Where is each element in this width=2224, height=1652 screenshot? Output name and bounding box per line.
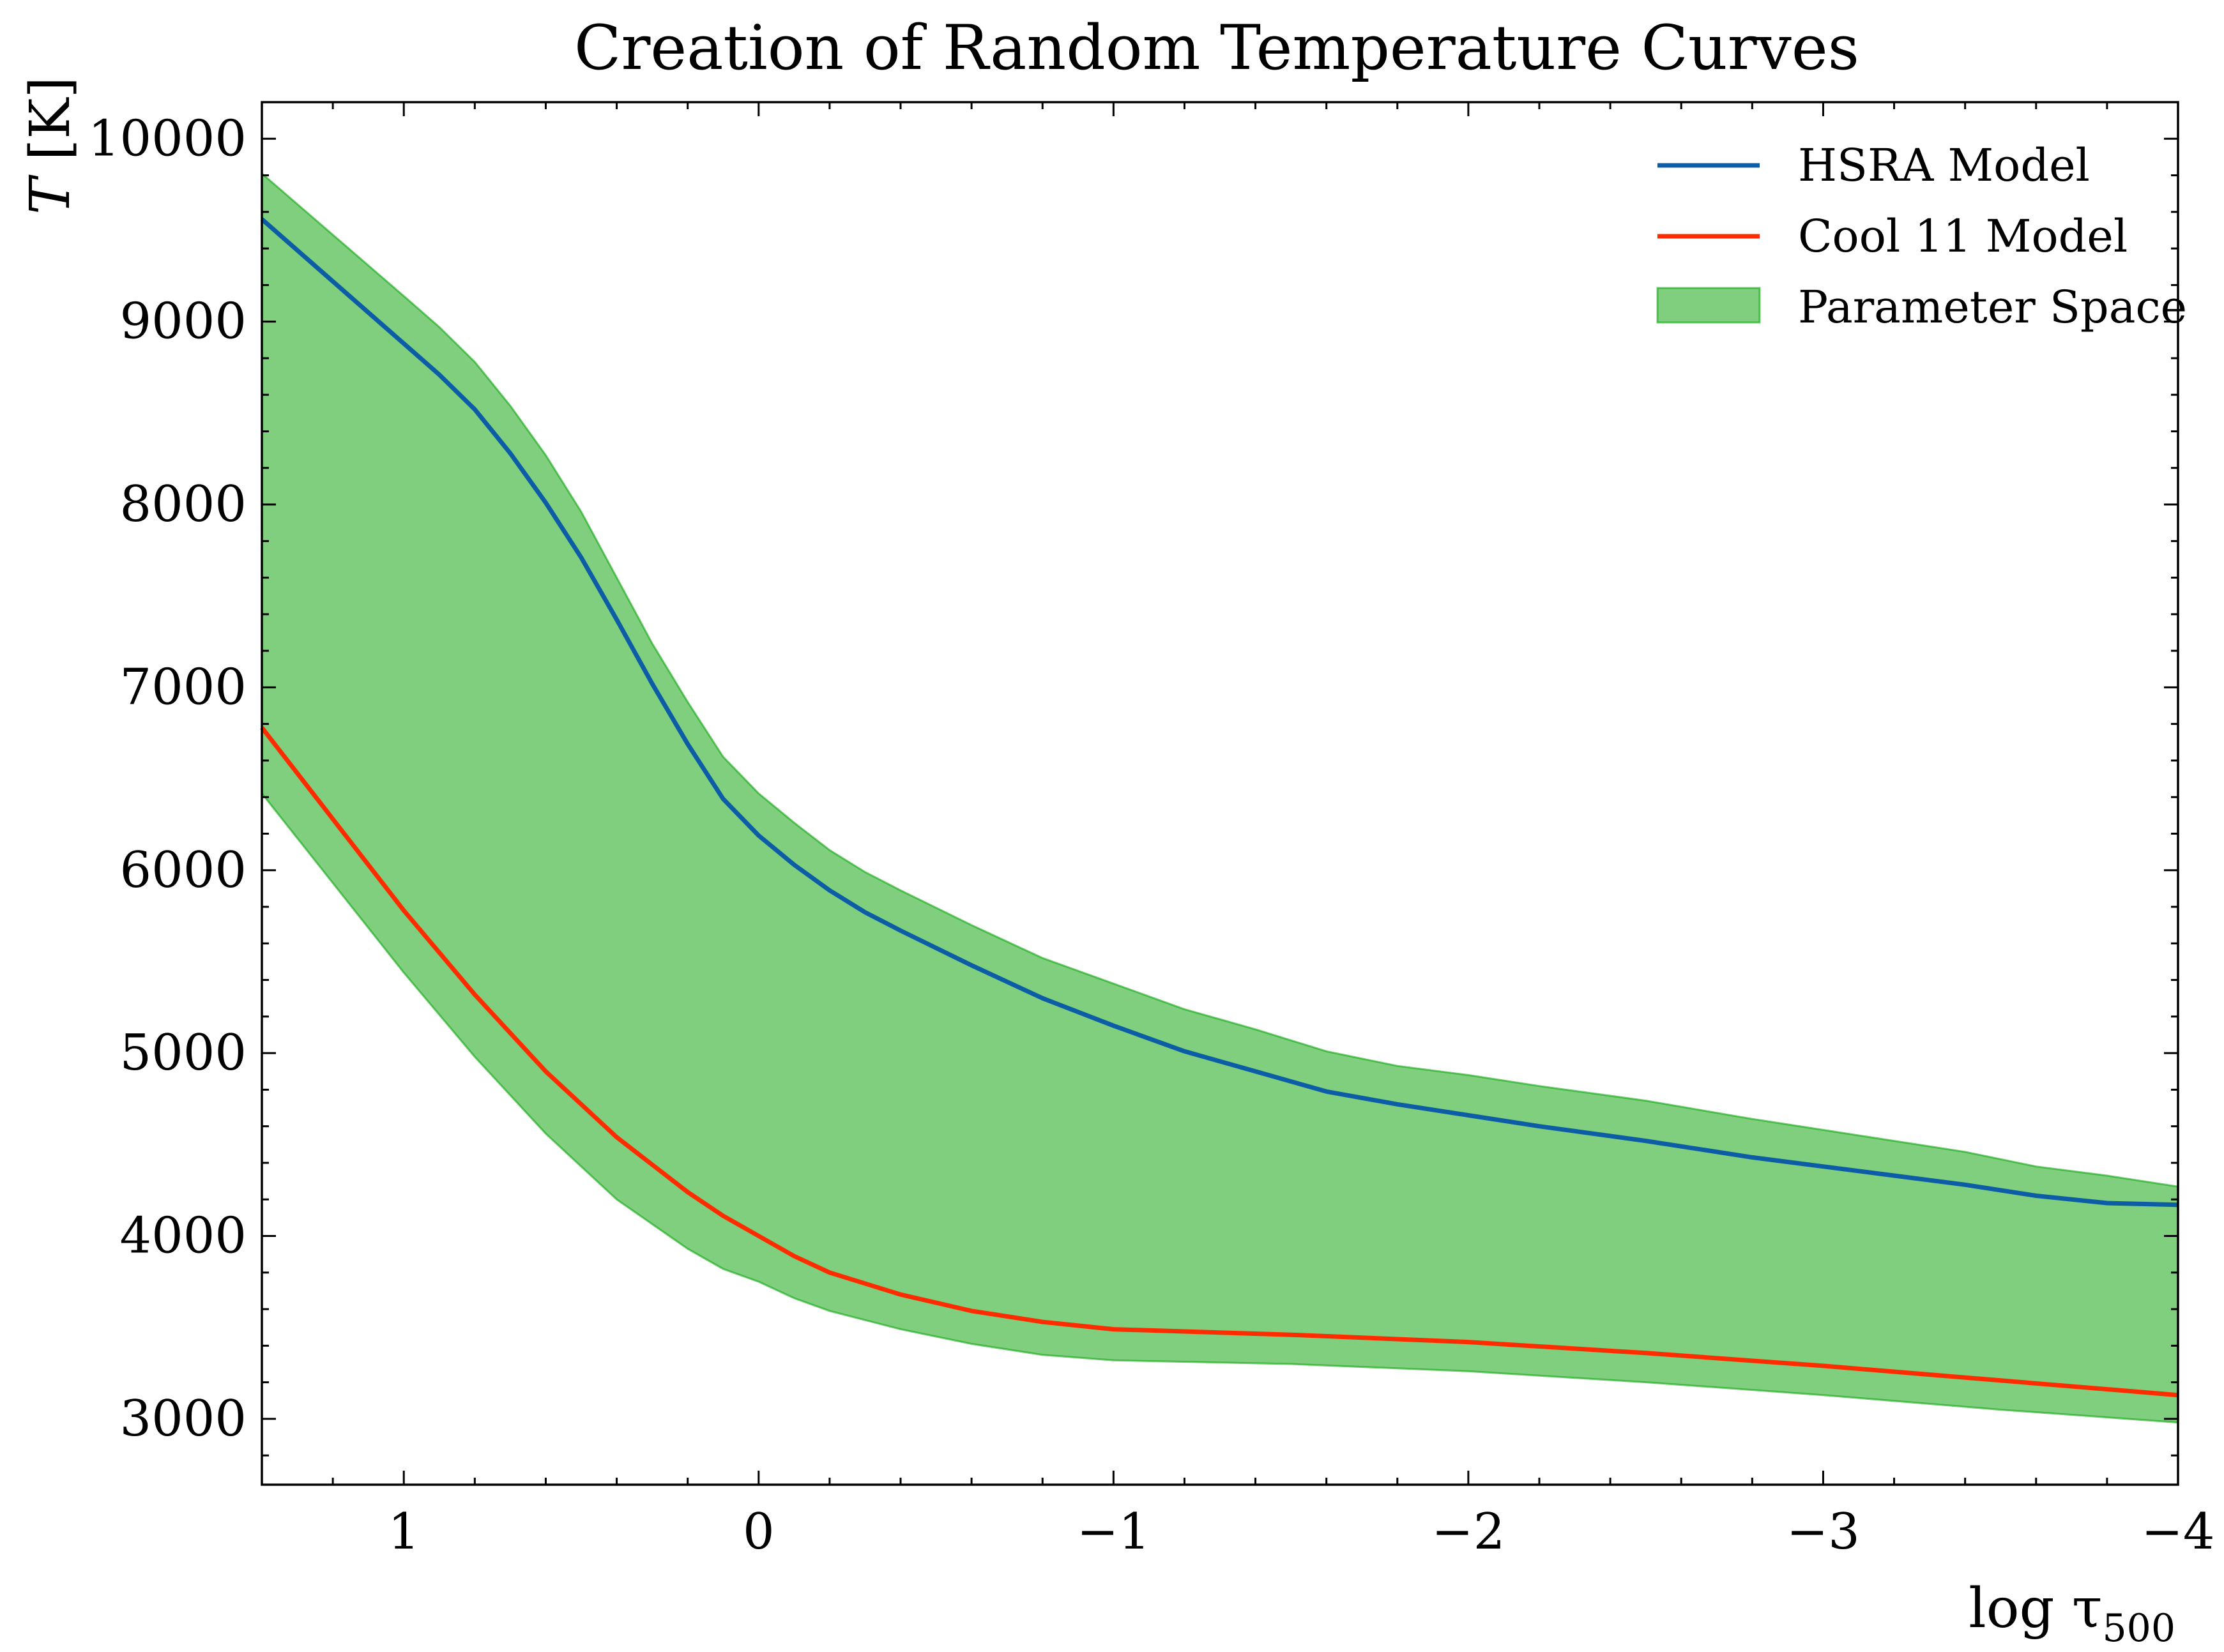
x-tick-label: −4 bbox=[2142, 1503, 2215, 1561]
y-tick-label: 8000 bbox=[119, 476, 247, 533]
x-tick-label: 0 bbox=[743, 1503, 775, 1561]
hsra-model-line bbox=[260, 217, 2179, 1208]
y-tick-label: 10000 bbox=[88, 110, 247, 167]
y-tick-label: 4000 bbox=[119, 1208, 247, 1265]
tick-labels-layer: 1 0 −1 −2 −3 −4 3000 4000 5000 6000 7000 8000 9000 10… bbox=[88, 110, 2215, 1561]
x-tick-label: −2 bbox=[1431, 1503, 1505, 1561]
y-axis-label-symbol: T bbox=[19, 174, 82, 215]
ticks-layer bbox=[261, 101, 2179, 1485]
parameter-space-band bbox=[261, 171, 2179, 1424]
y-tick-label: 6000 bbox=[119, 842, 247, 899]
y-axis-label: T [K] bbox=[19, 77, 82, 215]
y-tick-label: 3000 bbox=[119, 1390, 247, 1448]
legend-label-hsra: HSRA Model bbox=[1798, 139, 2090, 192]
legend-label-parameter-space: Parameter Space bbox=[1798, 281, 2187, 333]
x-tick-label: −3 bbox=[1786, 1503, 1860, 1561]
cool-11-model-line bbox=[260, 726, 2179, 1398]
axes-frame bbox=[261, 101, 2179, 1486]
x-axis-label-subscript: 500 bbox=[2102, 1606, 2175, 1649]
model-lines-layer bbox=[260, 217, 2179, 1398]
legend-label-cool11: Cool 11 Model bbox=[1798, 210, 2128, 262]
x-tick-label: 1 bbox=[388, 1503, 420, 1561]
legend: HSRA Model Cool 11 Model Parameter Space bbox=[1656, 139, 2187, 333]
parameter-space-band-layer bbox=[261, 171, 2179, 1424]
y-axis-label-unit: [K] bbox=[19, 77, 82, 178]
chart-title: Creation of Random Temperature Curves bbox=[574, 12, 1859, 84]
x-axis-label-main: log τ bbox=[1969, 1577, 2102, 1641]
x-tick-label: −1 bbox=[1077, 1503, 1150, 1561]
legend-swatch-parameter-space bbox=[1656, 287, 1761, 324]
y-tick-label: 9000 bbox=[119, 293, 247, 351]
y-tick-label: 5000 bbox=[119, 1024, 247, 1082]
y-tick-label: 7000 bbox=[119, 658, 247, 716]
x-axis-label: log τ500 bbox=[1969, 1577, 2175, 1649]
